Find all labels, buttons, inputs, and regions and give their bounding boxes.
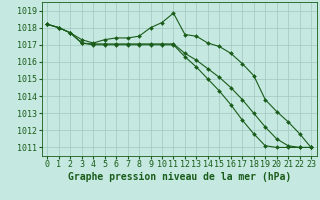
X-axis label: Graphe pression niveau de la mer (hPa): Graphe pression niveau de la mer (hPa) — [68, 172, 291, 182]
